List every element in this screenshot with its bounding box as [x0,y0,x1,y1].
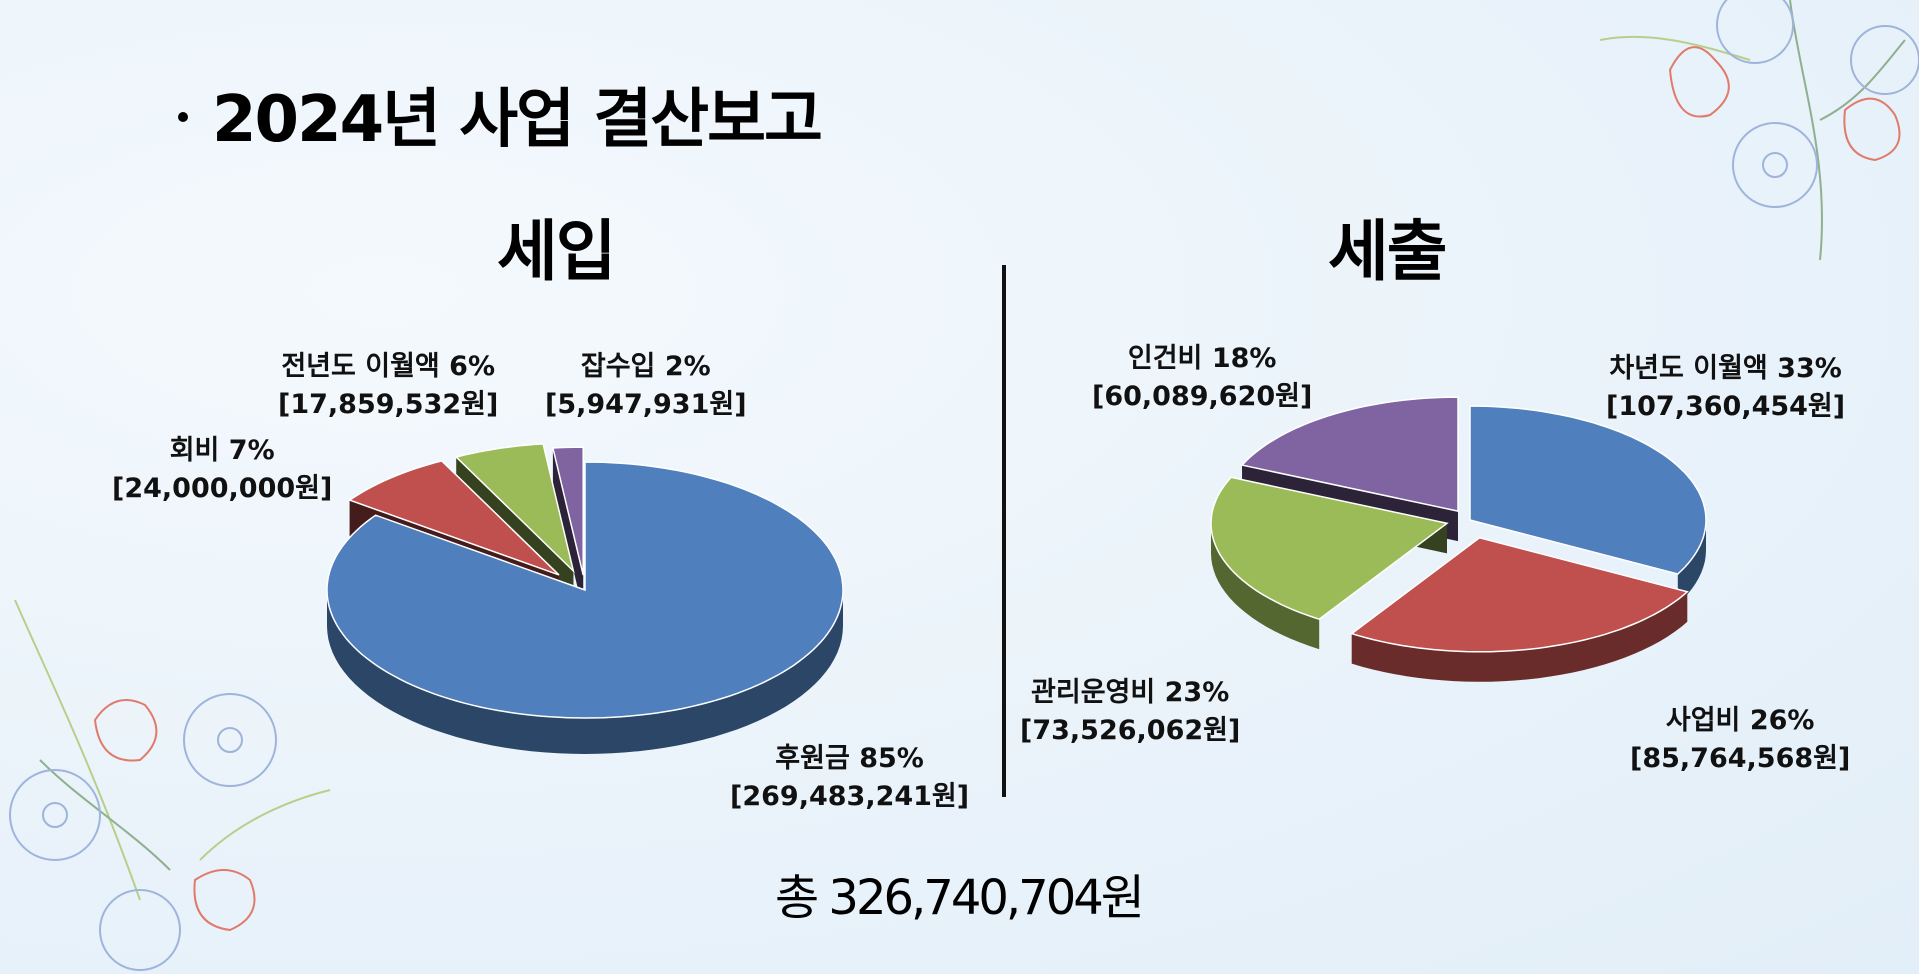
expense-label-admin-percent: 23% [1164,677,1230,708]
expense-label-carryover-name: 차년도 이월액 [1609,353,1768,384]
income-label-membership-name: 회비 [169,435,220,466]
expense-label-project: 사업비 26% [85,764,568원] [1630,702,1850,778]
pie-slice-3 [551,446,584,576]
expense-chart-title: 세출 [1328,213,1447,290]
income-label-donation-name: 후원금 [775,743,850,774]
income-label-membership-percent: 7% [228,435,275,466]
expense-label-project-name: 사업비 [1665,705,1741,736]
expense-label-project-amount: [85,764,568원] [1630,743,1851,774]
income-label-membership: 회비 7% [24,000,000원] [112,432,332,508]
pie-slice-3 [1240,396,1459,513]
income-label-carryover-percent: 6% [449,351,496,382]
pie-slice-2 [1210,476,1449,621]
expense-label-personnel-name: 인건비 [1127,343,1203,374]
income-chart-title: 세입 [497,213,616,290]
pie-slice-0 [326,461,844,719]
pie-slice-2 [454,443,575,574]
income-label-membership-amount: [24,000,000원] [112,473,333,504]
pie-side-0 [1677,520,1706,604]
income-label-donation-percent: 85% [859,743,924,774]
pie-side-0 [327,590,843,754]
chart-divider [1002,265,1006,797]
income-label-misc-percent: 2% [664,351,711,382]
expense-label-admin-name: 관리운영비 [1031,677,1156,708]
expense-label-project-percent: 26% [1749,705,1815,736]
pie-side-2 [1211,523,1320,650]
expense-label-personnel-amount: [60,089,620원] [1092,381,1313,412]
pie-cut-face-3 [552,448,584,612]
pie-slice-0 [1469,405,1707,575]
income-pie-chart [326,443,844,754]
income-label-misc-amount: [5,947,931원] [545,389,747,420]
pie-slice-1 [347,460,560,576]
income-label-misc-name: 잡수입 [580,351,656,382]
expense-label-admin-amount: [73,526,062원] [1020,715,1241,746]
pie-slice-1 [1350,536,1689,653]
expense-label-personnel: 인건비 18% [60,089,620원] [1092,340,1312,416]
expense-label-carryover: 차년도 이월액 33% [107,360,454원] [1606,350,1845,426]
income-label-carryover: 전년도 이월액 6% [17,859,532원] [278,348,498,424]
expense-label-carryover-percent: 33% [1777,353,1842,384]
page-title: 2024년 사업 결산보고 [212,83,823,157]
expense-label-carryover-amount: [107,360,454원] [1606,391,1846,422]
pie-side-1 [1351,591,1688,682]
expense-label-personnel-percent: 18% [1211,343,1277,374]
expense-label-admin: 관리운영비 23% [73,526,062원] [1020,674,1240,750]
title-bullet [178,112,188,122]
income-label-carryover-amount: [17,859,532원] [278,389,499,420]
income-label-donation: 후원금 85% [269,483,241원] [730,740,969,816]
income-label-misc: 잡수입 2% [5,947,931원] [545,348,747,424]
income-label-carryover-name: 전년도 이월액 [281,351,440,382]
grand-total: 총 326,740,704원 [775,870,1145,926]
income-label-donation-amount: [269,483,241원] [730,781,970,812]
